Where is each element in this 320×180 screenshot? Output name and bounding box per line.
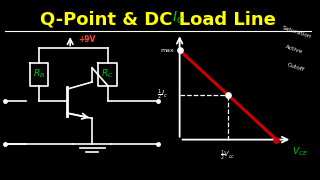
Text: $\frac{1}{2}V_{cc}$: $\frac{1}{2}V_{cc}$ bbox=[220, 148, 236, 163]
Text: $R_C$: $R_C$ bbox=[101, 68, 114, 80]
Text: Q-Point & DC Load Line: Q-Point & DC Load Line bbox=[40, 10, 276, 28]
Text: Active: Active bbox=[284, 44, 303, 54]
Text: Saturation: Saturation bbox=[281, 25, 312, 39]
Text: $R_B$: $R_B$ bbox=[33, 68, 45, 80]
Text: $I_c$: $I_c$ bbox=[172, 10, 184, 26]
Text: max: max bbox=[160, 48, 174, 53]
Text: Cutoff: Cutoff bbox=[286, 62, 305, 72]
Text: $\frac{1}{2}I_c$: $\frac{1}{2}I_c$ bbox=[157, 88, 168, 102]
Text: +9V: +9V bbox=[78, 35, 95, 44]
Text: $V_{CE}$: $V_{CE}$ bbox=[292, 146, 308, 158]
